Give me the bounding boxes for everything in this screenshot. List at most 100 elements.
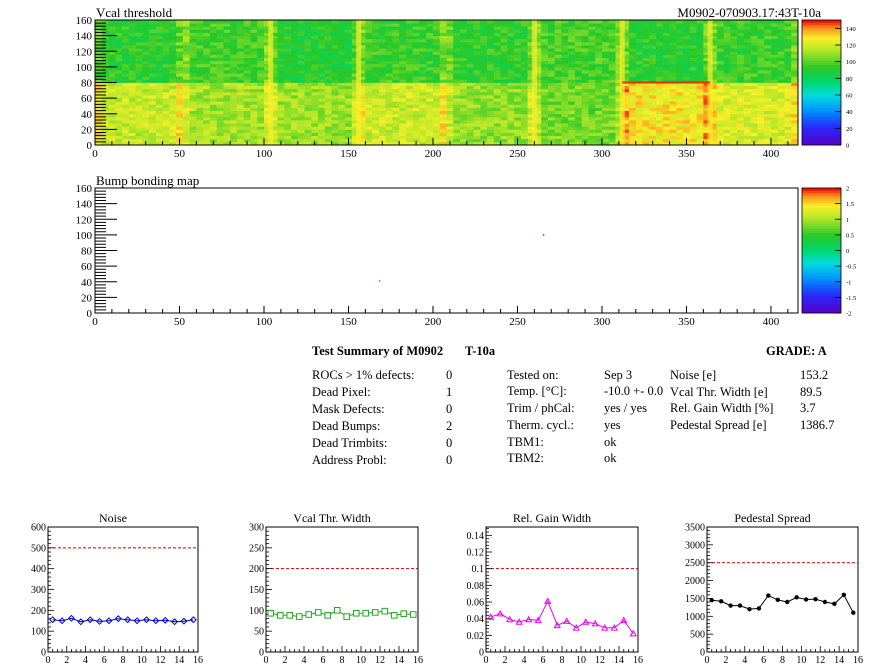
heatmap-cell xyxy=(453,129,461,133)
heatmap-cell xyxy=(432,141,441,146)
heatmap-cell xyxy=(574,104,583,108)
heatmap-cell xyxy=(284,132,292,137)
heatmap-cell xyxy=(750,82,758,87)
heatmap-cell xyxy=(514,32,522,37)
heatmap-cell xyxy=(554,104,562,108)
heatmap-cell xyxy=(311,79,319,83)
heatmap-cell xyxy=(236,57,245,62)
heatmap-cell xyxy=(716,126,725,130)
heatmap-cell xyxy=(209,110,218,115)
heatmap-cell xyxy=(574,73,583,77)
heatmap-cell xyxy=(723,138,731,143)
heatmap-cell xyxy=(743,113,752,118)
heatmap-cell xyxy=(189,110,197,115)
heatmap-cell xyxy=(108,66,116,71)
heatmap-cell xyxy=(318,79,326,83)
heatmap-cell xyxy=(270,101,278,105)
heatmap-cell xyxy=(236,110,245,115)
heatmap-cell xyxy=(642,48,650,52)
heatmap-cell xyxy=(581,129,589,133)
heatmap-cell xyxy=(561,132,569,137)
heatmap-cell xyxy=(710,66,718,71)
heatmap-cell xyxy=(392,138,400,143)
heatmap-cell xyxy=(304,51,312,55)
heatmap-cell xyxy=(331,48,339,52)
heatmap-cell xyxy=(263,104,272,108)
heatmap-cell xyxy=(446,73,454,77)
heatmap-cell xyxy=(446,57,454,62)
x-tick-label: 400 xyxy=(763,316,780,328)
y-tick-label: 2500 xyxy=(685,558,705,569)
heatmap-cell xyxy=(764,23,772,27)
heatmap-cell xyxy=(500,38,508,43)
heatmap-cell xyxy=(318,66,326,71)
heatmap-cell xyxy=(419,51,427,55)
heatmap-cell xyxy=(230,120,238,124)
heatmap-cell xyxy=(223,66,231,71)
heatmap-cell xyxy=(791,123,799,127)
heatmap-cell xyxy=(534,98,542,102)
heatmap-cell xyxy=(635,57,643,62)
heatmap-cell xyxy=(385,54,393,58)
heatmap-cell xyxy=(757,51,765,55)
heatmap-cell xyxy=(716,85,725,90)
heatmap-cell xyxy=(460,135,468,140)
colorbar-segment xyxy=(802,253,841,256)
heatmap-cell xyxy=(297,104,305,108)
heatmap-cell xyxy=(270,116,278,121)
heatmap-cell xyxy=(372,107,380,112)
heatmap-cell xyxy=(405,20,414,24)
heatmap-cell xyxy=(351,98,360,102)
heatmap-cell xyxy=(351,116,360,121)
heatmap-cell xyxy=(676,38,684,43)
colorbar-segment xyxy=(802,188,841,191)
heatmap-cell xyxy=(230,138,238,143)
heatmap-cell xyxy=(710,126,718,130)
heatmap-cell xyxy=(162,91,170,96)
heatmap-cell xyxy=(581,48,589,52)
heatmap-cell xyxy=(568,45,576,49)
heatmap-cell xyxy=(568,73,576,77)
heatmap-cell xyxy=(547,85,556,90)
heatmap-cell xyxy=(230,66,238,71)
heatmap-cell xyxy=(135,48,143,52)
heatmap-cell xyxy=(291,29,299,33)
x-tick-label: 2 xyxy=(503,655,508,666)
colorbar-segment xyxy=(802,97,841,101)
heatmap-cell xyxy=(182,107,191,112)
heatmap-cell xyxy=(649,132,657,137)
colorbar-segment xyxy=(802,52,841,56)
heatmap-cell xyxy=(291,20,299,24)
heatmap-cell xyxy=(399,123,407,127)
heatmap-cell xyxy=(372,76,380,80)
heatmap-cell xyxy=(777,76,785,80)
heatmap-cell xyxy=(696,116,704,121)
heatmap-cell xyxy=(263,70,272,74)
heatmap-cell xyxy=(507,132,515,137)
heatmap-cell xyxy=(527,38,535,43)
heatmap-cell xyxy=(426,120,434,124)
heatmap-cell xyxy=(426,141,434,146)
heatmap-cell xyxy=(378,126,387,130)
heatmap-cell xyxy=(358,45,366,49)
heatmap-cell xyxy=(460,26,468,30)
heatmap-cell xyxy=(250,45,258,49)
heatmap-cell xyxy=(257,26,265,30)
heatmap-cell xyxy=(297,60,305,65)
heatmap-cell xyxy=(446,45,454,49)
heatmap-cell xyxy=(703,45,711,49)
heatmap-cell xyxy=(378,51,387,55)
heatmap-cell xyxy=(541,48,549,52)
heatmap-cell xyxy=(311,35,319,40)
heatmap-cell xyxy=(453,79,461,83)
data-point xyxy=(295,613,303,620)
heatmap-cell xyxy=(466,26,474,30)
heatmap-cell xyxy=(351,138,360,143)
heatmap-cell xyxy=(554,32,562,37)
heatmap-cell xyxy=(656,138,664,143)
heatmap-cell xyxy=(669,26,677,30)
heatmap-cell xyxy=(115,95,123,99)
heatmap-cell xyxy=(142,91,150,96)
heatmap-cell xyxy=(743,129,752,133)
heatmap-cell xyxy=(169,35,177,40)
